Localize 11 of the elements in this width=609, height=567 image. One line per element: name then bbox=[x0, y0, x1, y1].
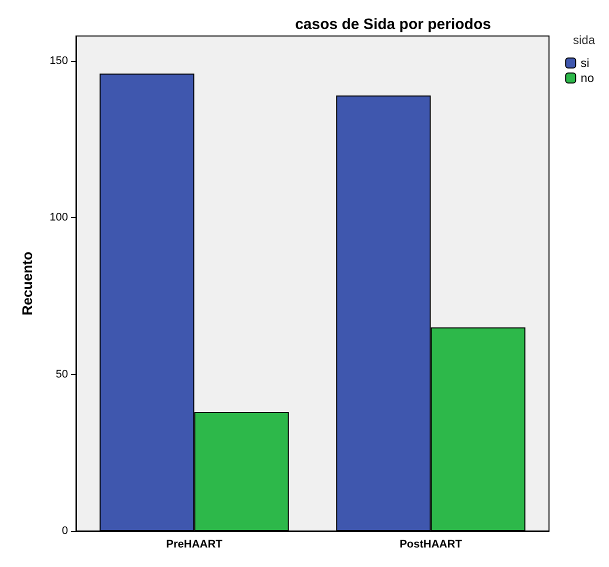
y-tick-label: 100 bbox=[50, 212, 68, 224]
legend-label: no bbox=[580, 71, 594, 85]
chart-title: casos de Sida por periodos bbox=[295, 16, 491, 33]
y-axis-title: Recuento bbox=[19, 252, 35, 316]
legend-label: si bbox=[580, 56, 590, 70]
y-tick-label: 0 bbox=[62, 525, 68, 537]
x-tick-label: PreHAART bbox=[166, 538, 223, 550]
legend-title: sida bbox=[572, 33, 596, 47]
x-tick-label: PostHAART bbox=[400, 538, 462, 550]
y-tick-label: 150 bbox=[50, 55, 68, 68]
y-tick-label: 50 bbox=[56, 368, 68, 380]
